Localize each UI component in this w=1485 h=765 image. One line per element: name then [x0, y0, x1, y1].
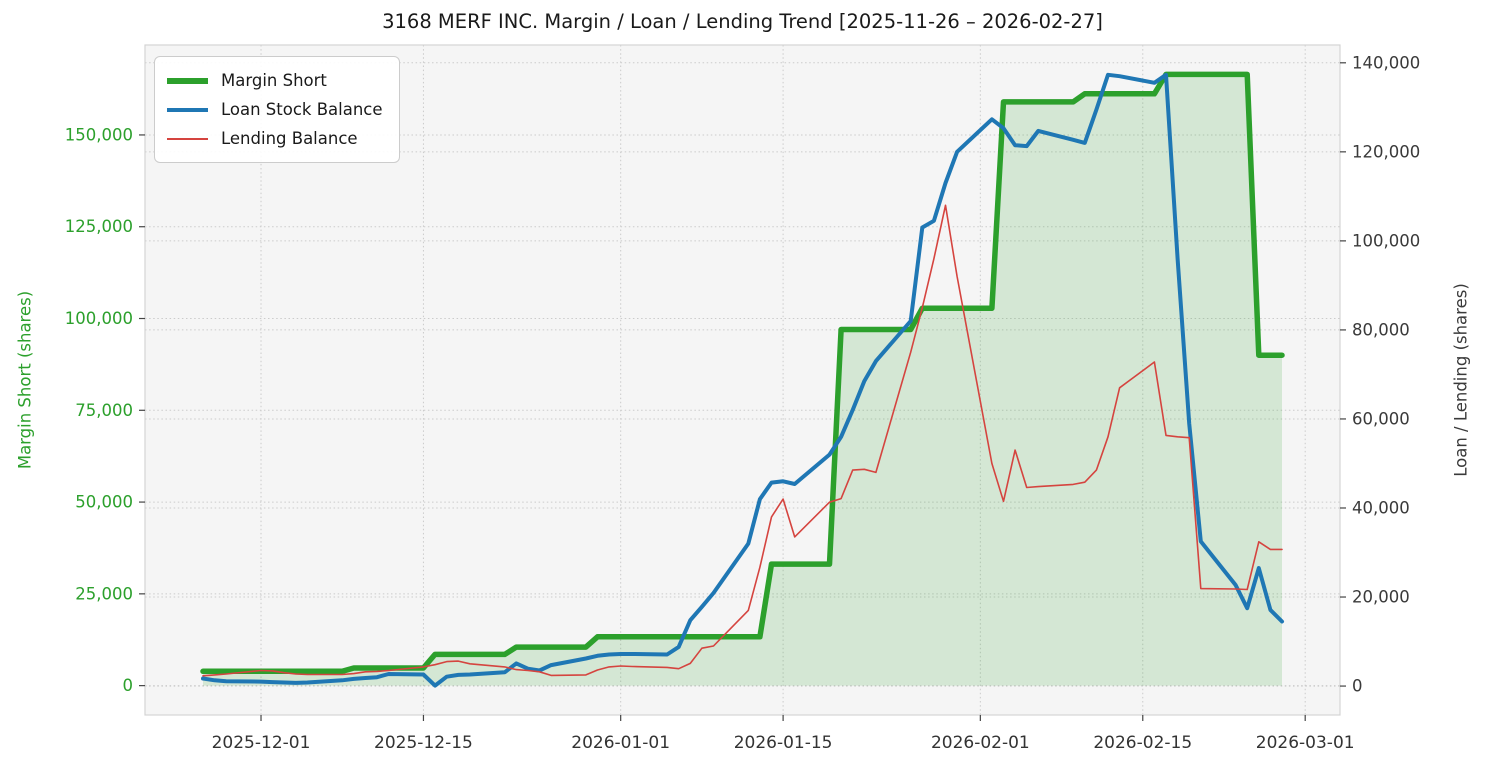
chart-title: 3168 MERF INC. Margin / Loan / Lending T…	[382, 10, 1103, 33]
lending-line-swatch	[167, 137, 208, 140]
x-tick-label: 2026-03-01	[1256, 733, 1355, 753]
x-tick-label: 2026-02-15	[1093, 733, 1192, 753]
lending-balance-line	[202, 204, 1283, 677]
legend: Margin Short Loan Stock Balance Lending …	[154, 56, 400, 163]
right-y-tick-label: 20,000	[1352, 588, 1410, 607]
right-y-tick-label: 140,000	[1352, 53, 1420, 72]
x-tick-label: 2026-01-01	[571, 733, 670, 753]
x-tick-label: 2026-02-01	[931, 733, 1030, 753]
legend-item-lending: Lending Balance	[167, 124, 383, 153]
legend-label: Lending Balance	[221, 129, 358, 148]
right-y-tick-label: 120,000	[1352, 142, 1420, 161]
right-y-tick-label: 80,000	[1352, 320, 1410, 339]
legend-label: Margin Short	[221, 71, 327, 90]
x-tick-label: 2025-12-15	[374, 733, 473, 753]
x-tick-label: 2026-01-15	[734, 733, 833, 753]
right-y-tick-label: 40,000	[1352, 498, 1410, 517]
tick-labels: 2025-12-01 2025-12-15 2026-01-01 2026-01-15…	[65, 53, 1420, 753]
left-y-tick-label: 75,000	[75, 401, 133, 420]
left-y-tick-label: 100,000	[65, 309, 133, 328]
loan-stock-line-swatch	[167, 107, 208, 112]
left-axis-title: Margin Short (shares)	[15, 290, 35, 470]
legend-item-margin-short: Margin Short	[167, 66, 383, 95]
left-y-tick-label: 125,000	[65, 217, 133, 236]
legend-label: Loan Stock Balance	[221, 100, 383, 119]
margin-short-line	[200, 71, 1285, 675]
x-tick-label: 2025-12-01	[212, 733, 311, 753]
plot-border	[144, 44, 1341, 716]
left-y-tick-label: 0	[123, 676, 134, 695]
left-y-tick-label: 25,000	[75, 584, 133, 603]
left-y-tick-label: 150,000	[65, 125, 133, 144]
right-axis-title: Loan / Lending (shares)	[1451, 283, 1471, 477]
margin-short-area-fill	[203, 74, 1282, 686]
loan-stock-balance-line	[201, 72, 1284, 688]
right-y-tick-label: 0	[1352, 677, 1363, 696]
legend-item-loan-stock: Loan Stock Balance	[167, 95, 383, 124]
right-y-tick-label: 60,000	[1352, 409, 1410, 428]
right-y-tick-label: 100,000	[1352, 231, 1420, 250]
margin-short-line-swatch	[167, 77, 208, 84]
left-y-tick-label: 50,000	[75, 493, 133, 512]
tick-marks	[139, 62, 1346, 721]
